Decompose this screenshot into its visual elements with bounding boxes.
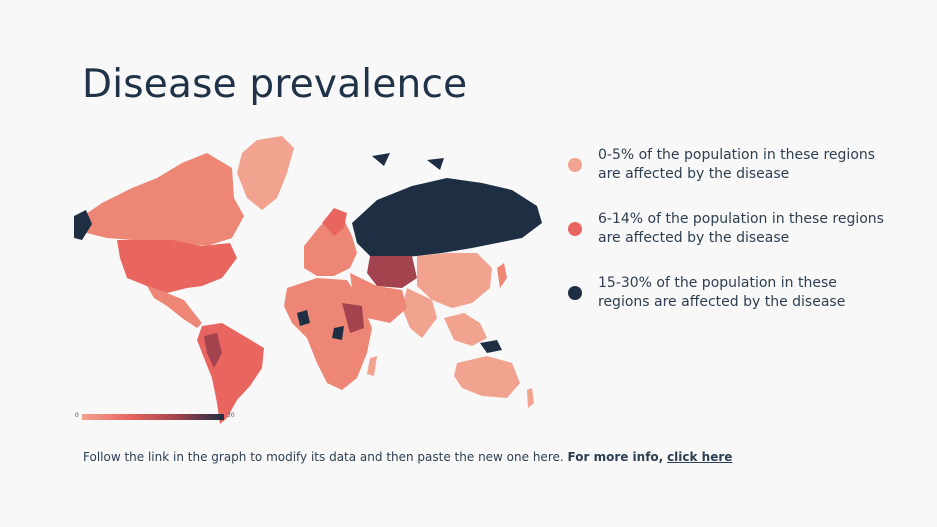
alaska [74,210,92,240]
legend-item-low: 0-5% of the population in these regions … [564,146,894,210]
central-asia [367,256,417,288]
legend-label-mid: 6-14% of the population in these regions… [598,211,884,246]
southeast-asia [444,313,487,346]
legend-dot-high [568,286,582,300]
colorbar [82,414,224,420]
legend-label-high: 15-30% of the population in these region… [598,275,846,310]
page-title: Disease prevalence [82,62,468,107]
scandinavia [322,208,347,236]
legend-dot-low [568,158,582,172]
legend: 0-5% of the population in these regions … [564,146,894,338]
colorbar-min-label: 0 [75,412,79,419]
russia [352,178,542,258]
madagascar [367,356,377,376]
new-zealand [527,388,534,408]
footer-bold: For more info, [567,450,664,464]
more-info-link[interactable]: click here [667,450,733,464]
footer-text: Follow the link in the graph to modify i… [83,450,564,464]
japan [497,263,507,288]
north-america-north [80,153,244,246]
southeast-asia-dark [480,340,502,353]
legend-item-mid: 6-14% of the population in these regions… [564,210,894,274]
europe [304,214,357,276]
greenland [237,136,294,210]
legend-item-high: 15-30% of the population in these region… [564,274,894,338]
africa-dark-1 [342,303,364,333]
colorbar-max-label: 30 [227,412,235,419]
legend-label-low: 0-5% of the population in these regions … [598,147,876,182]
world-choropleth-map[interactable] [72,128,552,428]
china [417,253,492,308]
india [402,288,437,338]
usa [117,240,237,293]
russia-north-islands [372,153,444,170]
south-america-dark [204,333,222,368]
australia [454,356,520,398]
africa-dark-2 [297,310,344,340]
central-america [147,286,202,328]
footer-note: Follow the link in the graph to modify i… [83,450,732,464]
legend-dot-mid [568,222,582,236]
